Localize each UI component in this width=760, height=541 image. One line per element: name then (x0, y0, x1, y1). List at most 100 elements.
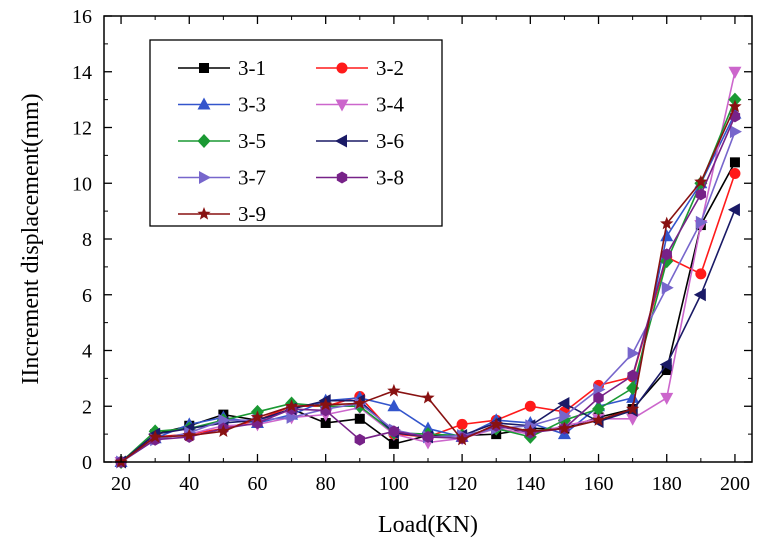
data-point-3-2 (695, 268, 707, 280)
data-point-3-9 (455, 432, 469, 446)
data-point-3-4 (626, 413, 640, 426)
legend-label: 3-5 (238, 129, 266, 153)
data-point-3-4 (660, 392, 674, 405)
y-tick-label: 10 (72, 173, 92, 195)
x-tick-label: 180 (652, 473, 682, 495)
data-point-3-7 (627, 346, 640, 360)
y-tick-label: 0 (82, 452, 92, 474)
data-point-3-9 (387, 383, 401, 397)
legend-label: 3-2 (376, 56, 404, 80)
data-point-3-5 (592, 402, 606, 417)
x-tick-label: 20 (111, 473, 131, 495)
legend: 3-1 3-2 3-3 3-4 3-5 3-6 3-7 3-8 3-9 (149, 39, 443, 227)
x-tick-label: 160 (584, 473, 614, 495)
data-point-3-1 (661, 365, 672, 376)
legend-label: 3-1 (238, 56, 266, 80)
data-point-3-6 (659, 357, 672, 371)
axes-layer: 20 40 60 80 100 120 140 160 180 200 0 2 4 6 8 10 12 14 16 (72, 6, 753, 495)
data-point-3-2 (729, 167, 741, 179)
data-point-3-9 (694, 174, 708, 188)
data-point-3-9 (728, 99, 742, 113)
x-tick-label: 40 (179, 473, 199, 495)
data-point-3-9 (557, 421, 572, 435)
data-point-3-6 (727, 203, 740, 217)
legend-item-3-3: 3-3 (178, 93, 266, 117)
data-point-3-7 (593, 383, 606, 397)
data-point-3-6 (693, 288, 706, 302)
legend-label: 3-6 (376, 129, 404, 153)
legend-label: 3-7 (238, 166, 266, 190)
legend-label: 3-3 (238, 93, 266, 117)
data-point-3-7 (661, 281, 674, 295)
data-point-3-8 (422, 430, 434, 443)
x-axis-title: Load(KN) (378, 512, 478, 538)
data-point-3-9 (523, 424, 537, 437)
data-point-3-7 (695, 215, 708, 229)
legend-item-3-4: 3-4 (316, 93, 404, 117)
y-tick-label: 4 (82, 341, 92, 363)
legend-marker (197, 97, 211, 110)
legend-marker (336, 171, 348, 184)
data-point-3-8 (695, 188, 707, 201)
data-point-3-9 (489, 417, 503, 431)
legend-marker (199, 171, 211, 184)
data-point-3-9 (421, 390, 435, 404)
data-point-3-4 (728, 66, 742, 79)
data-point-3-9 (216, 424, 231, 437)
legend-item-3-2: 3-2 (316, 56, 404, 80)
data-point-3-9 (591, 413, 606, 426)
data-point-3-3 (387, 399, 401, 412)
y-tick-label: 16 (72, 6, 92, 28)
data-point-3-3 (626, 390, 640, 403)
y-tick-label: 14 (72, 62, 92, 84)
data-point-3-8 (593, 391, 604, 404)
legend-item-3-8: 3-8 (316, 166, 404, 190)
legend-marker (336, 62, 348, 74)
data-point-3-8 (661, 248, 672, 261)
legend-item-3-6: 3-6 (316, 129, 404, 153)
legend-marker (199, 63, 209, 73)
data-point-3-8 (388, 425, 400, 438)
legend-marker (335, 99, 349, 112)
legend-box (149, 39, 443, 227)
data-point-3-1 (354, 413, 365, 424)
x-tick-label: 200 (720, 473, 750, 495)
legend-marker (197, 207, 211, 220)
data-point-3-1 (320, 417, 331, 428)
y-tick-label: 12 (72, 118, 92, 140)
legend-label: 3-8 (376, 166, 404, 190)
legend-item-3-5: 3-5 (178, 129, 266, 153)
data-point-3-6 (557, 396, 570, 410)
data-point-3-9 (353, 396, 367, 410)
data-point-3-9 (660, 216, 674, 230)
y-axis-title: IIncrement displacement(mm) (18, 93, 44, 384)
y-tick-label: 6 (82, 285, 92, 307)
data-point-3-9 (284, 399, 299, 412)
data-point-3-9 (250, 410, 265, 424)
data-point-3-3 (660, 229, 674, 242)
legend-label: 3-9 (238, 202, 266, 226)
data-point-3-7 (559, 409, 572, 423)
legend-marker (335, 134, 347, 148)
x-tick-label: 100 (379, 473, 409, 495)
series-3-9 (114, 99, 742, 468)
legend-marker (197, 134, 211, 148)
data-point-3-9 (182, 428, 196, 442)
data-point-3-9 (625, 402, 640, 415)
data-point-3-7 (286, 410, 299, 424)
data-point-3-8 (354, 433, 365, 446)
data-point-3-8 (627, 369, 638, 382)
data-point-3-7 (729, 125, 742, 139)
legend-label: 3-4 (376, 93, 404, 117)
series-layer (114, 66, 742, 469)
x-tick-label: 120 (447, 473, 477, 495)
x-tick-label: 80 (316, 473, 336, 495)
data-point-3-2 (524, 400, 536, 412)
x-tick-label: 60 (247, 473, 267, 495)
data-point-3-7 (218, 413, 231, 427)
data-point-3-1 (388, 438, 399, 449)
x-tick-label: 140 (515, 473, 545, 495)
data-point-3-9 (148, 429, 162, 443)
legend-item-3-1: 3-1 (178, 56, 266, 80)
